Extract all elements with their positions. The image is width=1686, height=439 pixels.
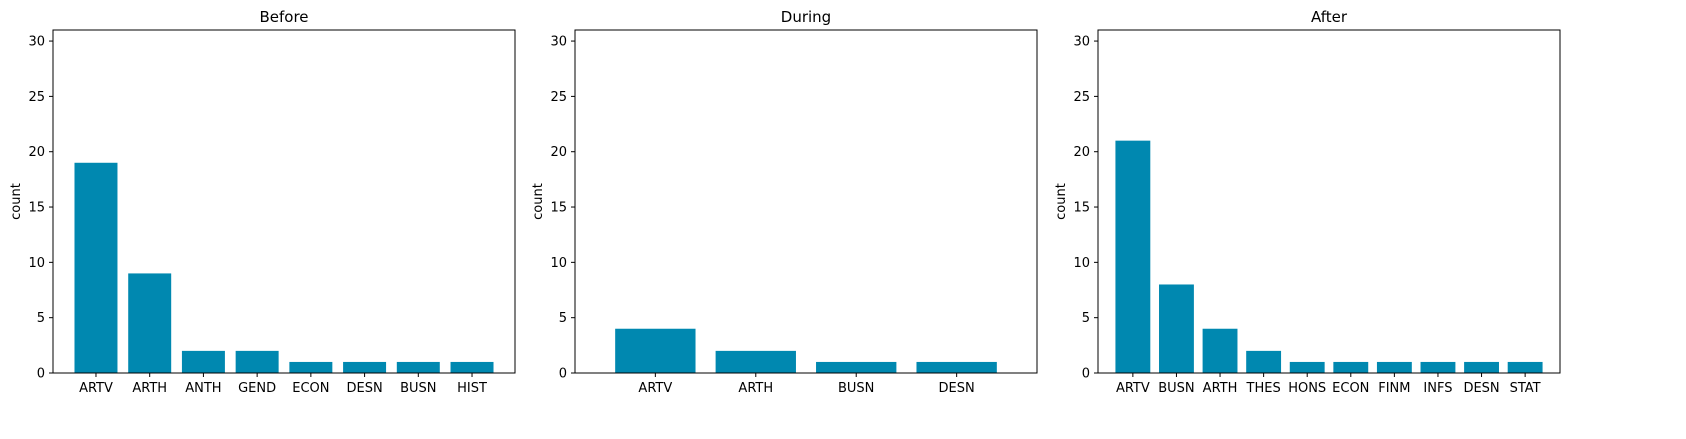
- x-tick-label: ARTH: [1203, 381, 1238, 396]
- y-tick-label: 20: [1073, 145, 1090, 160]
- y-tick-label: 5: [559, 311, 567, 326]
- bar-artv: [74, 162, 118, 373]
- x-tick-label: BUSN: [400, 381, 436, 396]
- bar-busn: [1159, 284, 1194, 373]
- chart-panel-after: 0 5 10 15 20 25 30 ARTV BUSN ARTH THES HONS ECON FINM…: [1054, 8, 1561, 396]
- x-tick-label: GEND: [238, 381, 276, 396]
- y-tick-label: 15: [28, 201, 45, 216]
- x-tick-label: THES: [1246, 381, 1281, 396]
- y-tick-label: 25: [550, 90, 567, 105]
- y-axis-label: count: [1054, 183, 1069, 220]
- y-tick-label: 25: [1073, 90, 1090, 105]
- bar-finm: [1376, 361, 1412, 373]
- chart-title: During: [781, 8, 831, 26]
- y-tick-label: 0: [1082, 367, 1090, 382]
- y-tick-label: 30: [550, 35, 567, 50]
- y-tick-label: 5: [1082, 311, 1090, 326]
- bar-busn: [816, 361, 897, 373]
- y-tick-label: 20: [28, 145, 45, 160]
- y-tick-label: 5: [37, 311, 45, 326]
- bar-desn: [343, 361, 387, 373]
- y-tick-label: 0: [37, 367, 45, 382]
- x-tick-label: ARTV: [638, 381, 672, 396]
- y-tick-label: 15: [550, 201, 567, 216]
- chart-title: Before: [259, 8, 308, 26]
- y-tick-label: 10: [1073, 256, 1090, 271]
- x-tick-label: BUSN: [838, 381, 874, 396]
- bar-arth: [715, 350, 796, 373]
- x-tick-label: HONS: [1288, 381, 1326, 396]
- bar-hons: [1289, 361, 1325, 373]
- axes-frame: [52, 29, 516, 374]
- x-tick-label: ARTV: [1116, 381, 1150, 396]
- bar-arth: [128, 273, 172, 373]
- chart-title: After: [1311, 8, 1348, 26]
- y-tick-label: 20: [550, 145, 567, 160]
- bar-artv: [1115, 140, 1151, 373]
- bar-gend: [235, 350, 279, 373]
- bar-econ: [1333, 361, 1369, 373]
- x-tick-label: DESN: [1463, 381, 1499, 396]
- y-tick-label: 10: [28, 256, 45, 271]
- y-tick-label: 25: [28, 90, 45, 105]
- x-tick-label: ARTH: [738, 381, 773, 396]
- axes-frame: [1097, 29, 1561, 374]
- y-axis-label: count: [531, 183, 546, 220]
- bar-desn: [916, 361, 997, 373]
- y-tick-label: 10: [550, 256, 567, 271]
- x-tick-label: BUSN: [1158, 381, 1194, 396]
- bar-busn: [396, 361, 440, 373]
- x-tick-label: ANTH: [185, 381, 221, 396]
- bar-anth: [181, 350, 225, 373]
- bar-econ: [289, 361, 333, 373]
- bar-arth: [1202, 328, 1238, 373]
- y-tick-label: 30: [1073, 35, 1090, 50]
- y-axis-label: count: [9, 183, 24, 220]
- bar-artv: [615, 328, 696, 373]
- bar-infs: [1420, 361, 1456, 373]
- chart-panel-before: 0 5 10 15 20 25 30 ARTV ARTH ANTH GEND ECON DESN BUSN…: [9, 8, 516, 396]
- x-tick-label: FINM: [1378, 381, 1410, 396]
- y-tick-label: 0: [559, 367, 567, 382]
- axes-frame: [574, 29, 1038, 374]
- x-tick-label: ECON: [1332, 381, 1369, 396]
- x-tick-label: ECON: [292, 381, 329, 396]
- x-tick-label: ARTH: [132, 381, 167, 396]
- bar-stat: [1507, 361, 1543, 373]
- bar-desn: [1464, 361, 1499, 373]
- x-tick-label: DESN: [939, 381, 975, 396]
- bar-hist: [450, 361, 494, 373]
- x-tick-label: HIST: [457, 381, 487, 396]
- x-tick-label: DESN: [346, 381, 382, 396]
- x-tick-label: ARTV: [79, 381, 113, 396]
- chart-panel-during: 0 5 10 15 20 25 30 ARTV ARTH BUSN DESN During count: [531, 8, 1038, 396]
- y-tick-label: 15: [1073, 201, 1090, 216]
- x-tick-label: INFS: [1423, 381, 1452, 396]
- y-tick-label: 30: [28, 35, 45, 50]
- x-tick-label: STAT: [1510, 381, 1541, 396]
- bar-thes: [1246, 350, 1282, 373]
